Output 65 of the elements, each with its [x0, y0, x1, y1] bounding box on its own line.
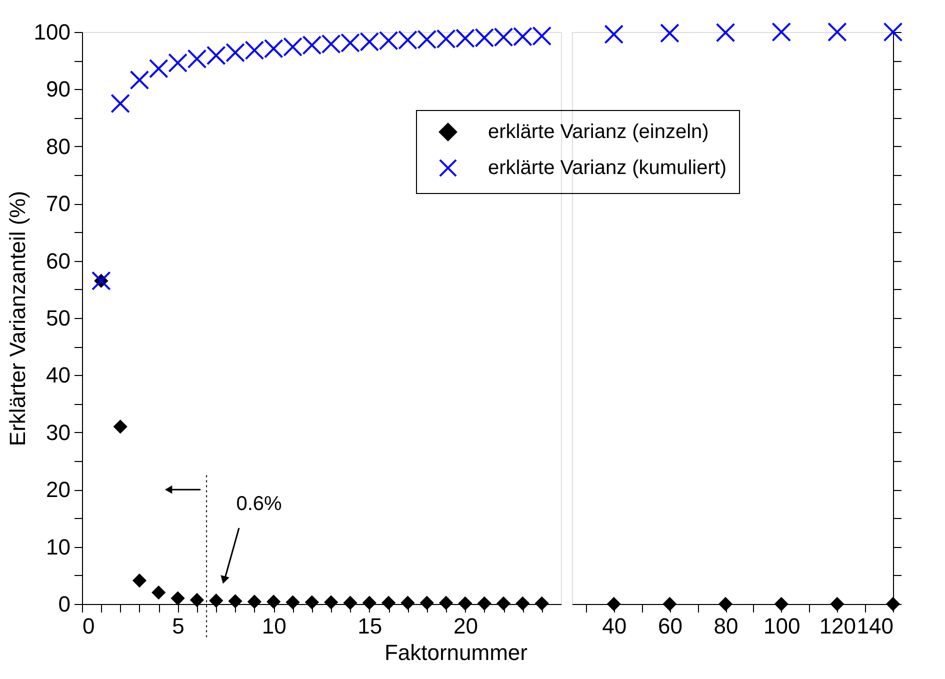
annotation: 0.6% [236, 493, 282, 515]
point [496, 596, 511, 610]
point [662, 596, 677, 612]
x-tick-label: 5 [172, 614, 184, 638]
y-tick-label: 40 [46, 362, 70, 388]
x-tick-label: 0 [82, 614, 95, 638]
point [420, 596, 434, 610]
point [828, 22, 847, 42]
point [113, 420, 128, 434]
x-tick-label: 100 [763, 614, 800, 638]
x-tick-label: 15 [358, 614, 382, 638]
point [148, 58, 168, 78]
point [343, 596, 358, 610]
point [606, 596, 621, 612]
y-tick-label: 80 [46, 134, 70, 159]
point [534, 596, 549, 610]
y-tick-label: 0 [58, 592, 70, 616]
x-axis-title: Faktornummer [384, 640, 528, 665]
point [152, 585, 166, 600]
point [516, 596, 530, 610]
point [438, 596, 454, 610]
point [132, 573, 147, 588]
point [604, 24, 624, 44]
point [110, 94, 130, 114]
x-tick-label: 60 [658, 614, 682, 638]
y-axis-title: Erklärter Varianzanteil (%) [4, 190, 30, 446]
point [228, 594, 242, 608]
point [883, 22, 903, 42]
point [209, 593, 224, 608]
point [190, 592, 204, 608]
y-tick-label: 90 [46, 76, 70, 102]
point [304, 595, 319, 610]
point [718, 596, 733, 612]
point [772, 22, 792, 42]
point [830, 596, 844, 612]
point [266, 594, 281, 609]
y-tick-label: 30 [46, 420, 70, 445]
point [774, 596, 788, 612]
point [400, 596, 415, 610]
point [247, 594, 262, 609]
point [660, 23, 680, 43]
point [458, 596, 472, 610]
point [324, 595, 338, 610]
x-tick-label: 80 [714, 614, 738, 638]
legend-label: erklärte Varianz (kumuliert) [488, 157, 727, 179]
point [477, 596, 492, 610]
y-tick-label: 50 [46, 306, 70, 330]
x-tick-label: 120 [819, 614, 856, 638]
y-tick-label: 10 [46, 534, 70, 560]
x-tick-label: 20 [453, 614, 478, 638]
point [381, 596, 396, 610]
legend-label: erklärte Varianz (einzeln) [488, 121, 709, 143]
point [286, 595, 300, 610]
point [130, 70, 150, 90]
y-tick-label: 70 [46, 191, 70, 216]
point [716, 22, 736, 42]
point [168, 53, 188, 73]
x-tick-label: 140 [856, 614, 894, 638]
x-tick-label: 10 [262, 614, 286, 638]
y-tick-label: 100 [34, 20, 70, 44]
x-tick-label: 40 [602, 614, 627, 638]
point [170, 591, 185, 606]
point [362, 596, 376, 610]
y-tick-label: 60 [46, 248, 70, 274]
y-tick-label: 20 [46, 477, 70, 502]
